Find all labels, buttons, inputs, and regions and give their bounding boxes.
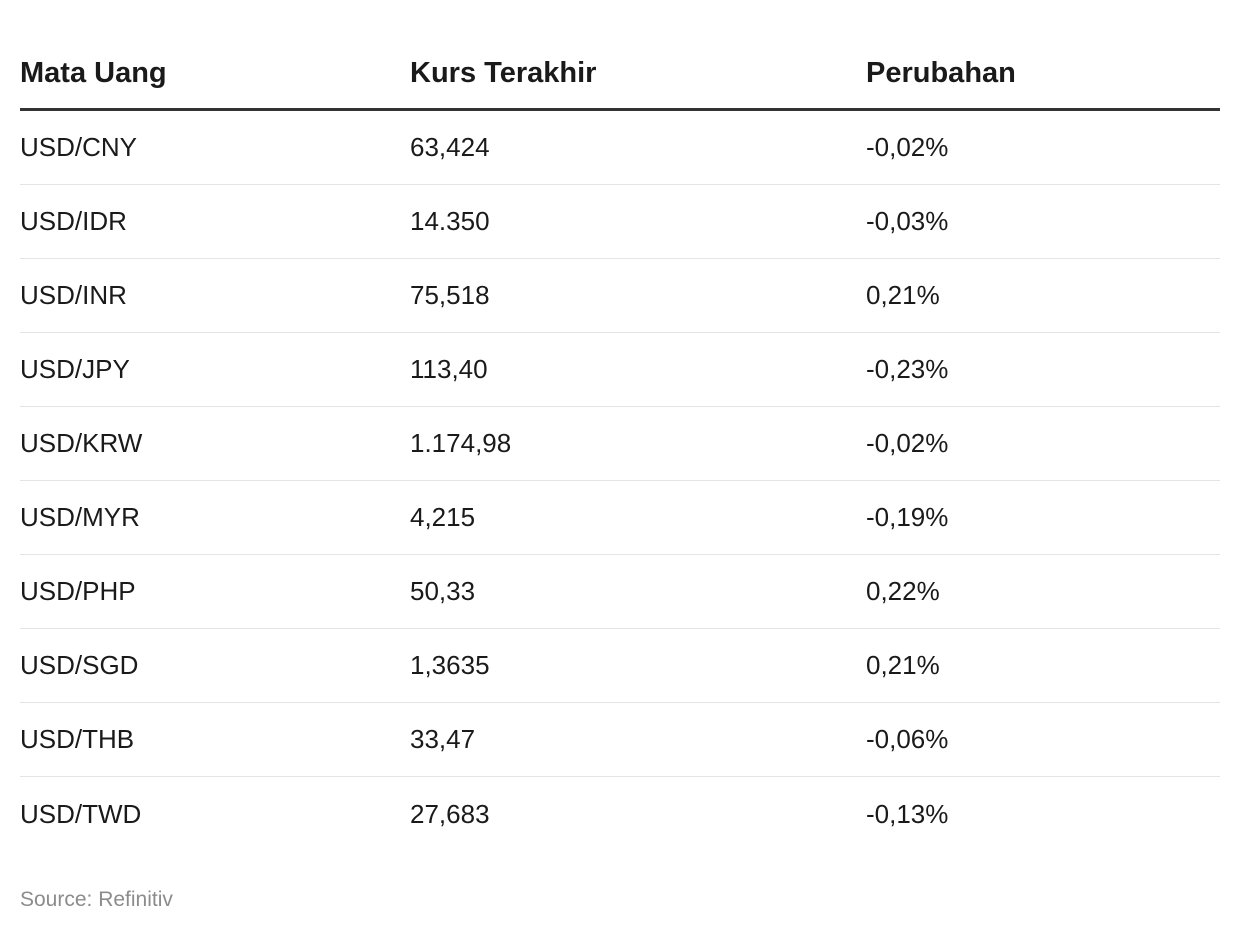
currency-cell: USD/THB — [20, 724, 135, 754]
change-cell: 0,22% — [866, 576, 940, 606]
currency-cell: USD/IDR — [20, 206, 127, 236]
rate-cell: 63,424 — [410, 132, 490, 162]
change-cell: -0,13% — [866, 798, 949, 829]
table-row: USD/SGD 1,3635 0,21% — [20, 629, 1220, 703]
change-cell: -0,02% — [866, 132, 949, 162]
rate-cell: 33,47 — [410, 724, 476, 754]
table-row: USD/JPY 113,40 -0,23% — [20, 333, 1220, 407]
table-row: USD/KRW 1.174,98 -0,02% — [20, 407, 1220, 481]
exchange-rate-table: Mata Uang Kurs Terakhir Perubahan USD/CN… — [20, 38, 1220, 851]
currency-cell: USD/JPY — [20, 354, 130, 384]
change-cell: 0,21% — [866, 280, 940, 310]
change-cell: -0,19% — [866, 502, 949, 532]
rate-cell: 4,215 — [410, 502, 476, 532]
change-cell: -0,02% — [866, 428, 949, 458]
rate-cell: 1.174,98 — [410, 428, 512, 458]
change-cell: -0,06% — [866, 724, 949, 754]
rate-cell: 113,40 — [410, 354, 488, 384]
change-cell: -0,23% — [866, 354, 949, 384]
column-header-currency: Mata Uang — [20, 56, 167, 89]
table-row: USD/IDR 14.350 -0,03% — [20, 185, 1220, 259]
table-row: USD/TWD 27,683 -0,13% — [20, 777, 1220, 851]
table-row: USD/INR 75,518 0,21% — [20, 259, 1220, 333]
currency-cell: USD/TWD — [20, 798, 142, 829]
table-row: USD/MYR 4,215 -0,19% — [20, 481, 1220, 555]
column-header-last-rate: Kurs Terakhir — [410, 56, 597, 89]
table-header: Mata Uang Kurs Terakhir Perubahan — [20, 38, 1220, 111]
currency-cell: USD/SGD — [20, 650, 139, 680]
currency-cell: USD/INR — [20, 280, 127, 310]
rate-cell: 1,3635 — [410, 650, 490, 680]
change-cell: 0,21% — [866, 650, 940, 680]
table-row: USD/CNY 63,424 -0,02% — [20, 111, 1220, 185]
rate-cell: 14.350 — [410, 206, 490, 236]
rate-cell: 50,33 — [410, 576, 476, 606]
change-cell: -0,03% — [866, 206, 949, 236]
rate-cell: 75,518 — [410, 280, 490, 310]
currency-cell: USD/CNY — [20, 132, 138, 162]
currency-cell: USD/MYR — [20, 502, 140, 532]
column-header-change: Perubahan — [866, 56, 1016, 89]
table-row: USD/PHP 50,33 0,22% — [20, 555, 1220, 629]
table-row: USD/THB 33,47 -0,06% — [20, 703, 1220, 777]
currency-cell: USD/PHP — [20, 576, 136, 606]
currency-cell: USD/KRW — [20, 428, 143, 458]
rate-cell: 27,683 — [410, 798, 490, 829]
source-note: Source: Refinitiv — [20, 888, 173, 911]
